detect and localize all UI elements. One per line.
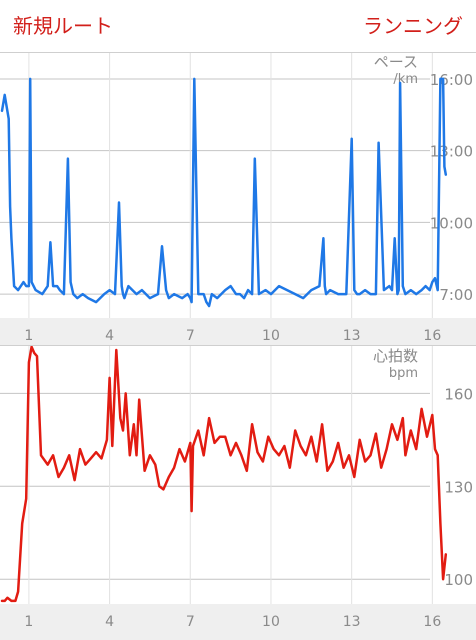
y-tick-label: 130 <box>444 478 473 496</box>
pace-chart: 16:00 13:00 10:00 7:00 1 4 7 10 13 16 ペース/km <box>0 53 476 345</box>
x-tick-label: 4 <box>105 328 114 344</box>
x-tick-label: 13 <box>343 614 361 630</box>
x-tick-label: 1 <box>24 328 33 344</box>
x-tick-label: 10 <box>262 328 280 344</box>
series-line <box>0 77 448 308</box>
series-line <box>0 346 448 603</box>
y-tick-label: 10:00 <box>430 214 473 232</box>
top-bar: 新規ルート ランニング <box>0 0 476 52</box>
y-tick-label: 13:00 <box>430 143 473 161</box>
y-tick-label: 7:00 <box>439 286 473 304</box>
x-axis-band <box>0 604 476 640</box>
route-title[interactable]: 新規ルート <box>13 14 113 38</box>
x-tick-label: 7 <box>186 328 195 344</box>
x-tick-label: 16 <box>423 328 441 344</box>
unit-label: bpm <box>389 366 418 381</box>
top-divider <box>0 52 476 53</box>
x-axis-band <box>0 318 476 345</box>
y-tick-label: 100 <box>444 571 473 589</box>
unit-label: /km <box>393 72 418 87</box>
activity-type[interactable]: ランニング <box>363 14 463 38</box>
y-axis-label: ペース <box>374 53 418 71</box>
x-tick-label: 13 <box>343 328 361 344</box>
x-tick-label: 10 <box>262 614 280 630</box>
y-tick-label: 160 <box>444 385 473 403</box>
x-tick-label: 7 <box>186 614 195 630</box>
x-tick-label: 1 <box>24 614 33 630</box>
chart-divider <box>0 345 476 346</box>
x-tick-label: 4 <box>105 614 114 630</box>
x-tick-label: 16 <box>423 614 441 630</box>
y-tick-label: 16:00 <box>430 71 473 89</box>
y-axis-label: 心拍数 <box>373 347 418 365</box>
